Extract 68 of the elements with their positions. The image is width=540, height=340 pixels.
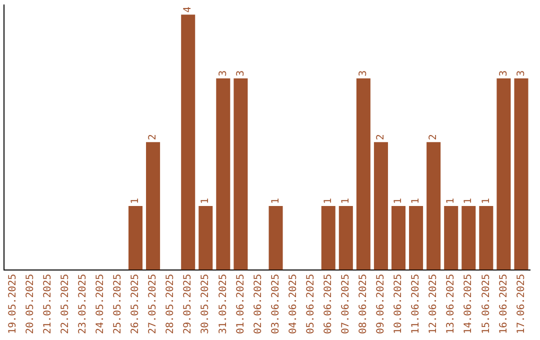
x-tick-label: 03.06.2025 [270,274,282,334]
x-tick-label: 01.06.2025 [235,274,246,334]
data-label: 3 [358,70,370,76]
data-label: 1 [340,198,352,204]
data-label: 1 [446,198,457,204]
x-tick-label: 06.06.2025 [322,274,334,334]
data-label: 1 [480,198,492,204]
bar [479,206,494,270]
x-tick-label: 02.06.2025 [252,274,264,334]
bar [462,206,476,270]
x-tick-label: 22.05.2025 [60,274,71,334]
x-tick-label: 08.06.2025 [358,274,370,334]
data-label: 1 [410,198,422,204]
bar [146,142,160,270]
bar [514,78,528,270]
data-label: 3 [516,70,527,76]
bar [234,78,248,270]
x-tick-label: 19.05.2025 [7,274,18,334]
x-tick-label: 13.06.2025 [446,274,457,334]
bar [444,206,458,270]
x-tick-label: 20.05.2025 [24,274,36,334]
x-tick-label: 26.05.2025 [130,274,142,334]
x-tick-label: 24.05.2025 [95,274,106,334]
data-label: 3 [235,70,246,76]
x-tick-label: 09.06.2025 [376,274,387,334]
bar [268,206,283,270]
bar [374,142,388,270]
x-tick-label: 23.05.2025 [77,274,88,334]
data-label: 2 [376,134,387,140]
data-label: 3 [218,70,229,76]
bar [216,78,230,270]
x-tick-label: 10.06.2025 [393,274,404,334]
x-tick-label: 17.06.2025 [516,274,527,334]
x-tick-label: 12.06.2025 [428,274,440,334]
x-tick-label: 28.05.2025 [165,274,176,334]
x-tick-label: 04.06.2025 [288,274,299,334]
x-tick-label: 11.06.2025 [410,274,422,334]
x-tick-label: 29.05.2025 [182,274,194,334]
bar [321,206,336,270]
bar [181,14,196,270]
x-tick-label: 05.06.2025 [305,274,316,334]
data-label: 2 [428,134,440,140]
data-label: 1 [200,198,212,204]
data-label: 1 [463,198,474,204]
data-label: 1 [322,198,334,204]
data-label: 1 [270,198,282,204]
data-label: 1 [130,198,142,204]
x-tick-label: 07.06.2025 [340,274,352,334]
bar [426,142,441,270]
x-tick-label: 15.06.2025 [480,274,492,334]
bar [198,206,213,270]
bar [128,206,143,270]
x-tick-label: 14.06.2025 [463,274,474,334]
bar [409,206,424,270]
bar [496,78,511,270]
bar [391,206,406,270]
data-label: 3 [498,70,510,76]
x-tick-label: 16.06.2025 [498,274,510,334]
x-tick-label: 31.05.2025 [218,274,229,334]
x-tick-label: 25.05.2025 [112,274,124,334]
x-tick-label: 30.05.2025 [200,274,212,334]
x-tick-label: 27.05.2025 [148,274,159,334]
x-tick-label: 21.05.2025 [42,274,54,334]
data-label: 1 [393,198,404,204]
bar [338,206,353,270]
data-label: 4 [182,6,194,13]
bar [356,78,370,270]
data-label: 2 [148,134,159,140]
